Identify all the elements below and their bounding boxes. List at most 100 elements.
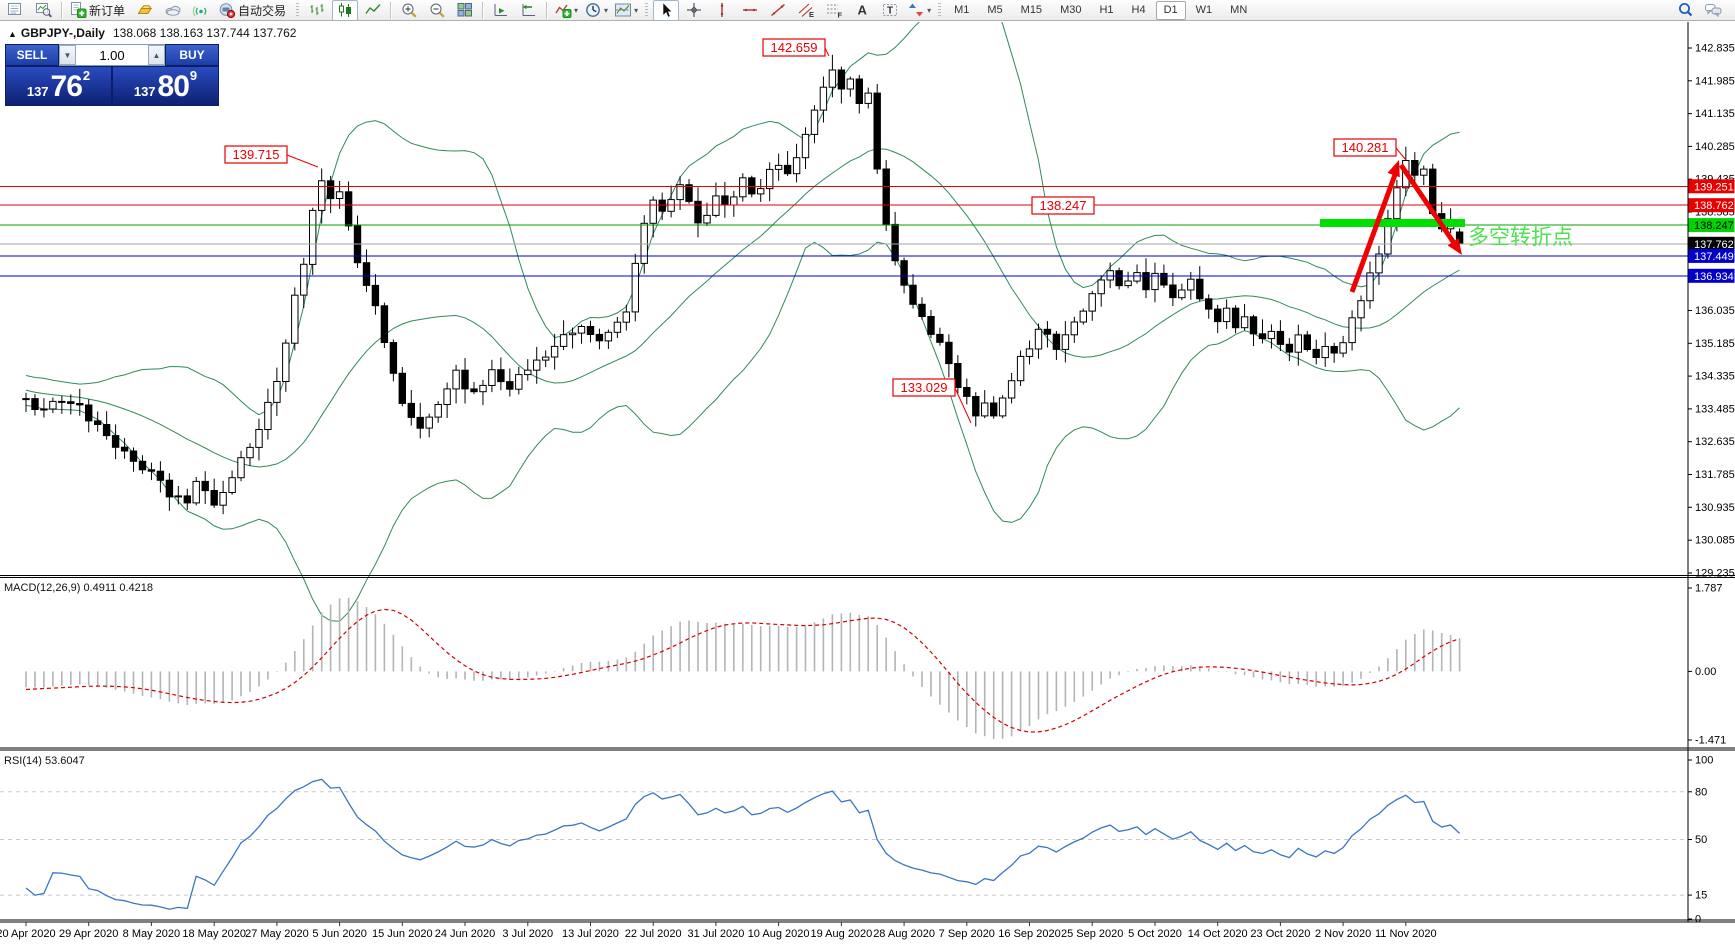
price-tick-label: 142.835 — [1695, 43, 1735, 55]
horizontal-line-button[interactable] — [737, 0, 763, 21]
date-tick-label: 10 Aug 2020 — [748, 928, 810, 940]
toolbar-right-group — [1671, 0, 1735, 21]
dropdown-caret-icon[interactable]: ▾ — [634, 5, 639, 15]
price-tick-label: 140.285 — [1695, 141, 1735, 153]
timeframe-m5-button[interactable]: M5 — [987, 4, 1003, 16]
volume-increase-button[interactable]: ▲ — [148, 45, 165, 65]
toolbar-separator — [482, 1, 485, 19]
buy-price-sup: 9 — [189, 68, 198, 83]
clock-icon — [586, 3, 600, 17]
linechart-icon — [365, 4, 381, 14]
dropdown-caret-icon[interactable]: ▾ — [604, 5, 609, 15]
date-tick-label: 28 Aug 2020 — [873, 928, 935, 940]
timeframe-m1-button[interactable]: M1 — [954, 4, 970, 16]
red-up-arrow[interactable] — [1349, 171, 1399, 293]
timeframe-h4-button[interactable]: H4 — [1131, 4, 1146, 16]
signals-button[interactable] — [188, 0, 214, 21]
volume-input[interactable]: 1.00 — [99, 47, 125, 63]
pane-frames — [0, 22, 1735, 923]
price-callout-140.281[interactable]: 140.281 — [1333, 138, 1407, 161]
price-level-tag: 137.449 — [1694, 251, 1734, 263]
zoom-out-icon — [430, 3, 445, 18]
community-button[interactable] — [160, 0, 186, 21]
tile-icon — [457, 3, 473, 17]
svg-text:142.659: 142.659 — [771, 40, 818, 55]
timeframe-d1-button[interactable]: D1 — [1155, 0, 1186, 20]
auto-trading-button[interactable]: 自动交易 — [216, 0, 291, 21]
collapse-arrow-icon[interactable]: ▲ — [8, 29, 17, 39]
signal-icon — [192, 6, 207, 17]
bollinger-middle-band[interactable] — [25, 148, 1460, 468]
price-callout-142.659[interactable]: 142.659 — [762, 38, 830, 57]
toolbar-drag-handle — [296, 2, 300, 18]
hline-icon — [743, 8, 758, 12]
cn-annotation-text[interactable]: 多空转折点 — [1468, 226, 1573, 249]
list-icon — [8, 3, 21, 15]
buy-price-display[interactable]: 137 80 9 — [112, 66, 219, 106]
vline-icon — [720, 3, 724, 17]
bollinger-lower-band[interactable] — [25, 241, 1460, 622]
new-order-button[interactable]: 新订单 — [67, 0, 130, 21]
dropdown-caret-icon[interactable]: ▾ — [927, 5, 932, 15]
zoom-out-button[interactable] — [424, 0, 450, 21]
candlestick-mode-button[interactable] — [332, 0, 359, 21]
fibonacci-retracement-button[interactable]: F — [821, 0, 847, 21]
svg-text:100: 100 — [1695, 755, 1713, 767]
svg-text:140.281: 140.281 — [1342, 140, 1389, 155]
timeframe-w1-button[interactable]: W1 — [1195, 4, 1213, 16]
price-callout-138.247[interactable]: 138.247 — [1031, 196, 1095, 215]
market-watch-button[interactable] — [3, 0, 29, 21]
candles-icon — [339, 3, 352, 17]
timeframe-mn-button[interactable]: MN — [1230, 4, 1248, 16]
chart-shift-button[interactable] — [516, 0, 542, 21]
price-callout-133.029[interactable]: 133.029 — [892, 378, 972, 424]
price-callout-139.715[interactable]: 139.715 — [224, 145, 319, 168]
chat-button[interactable] — [1700, 0, 1726, 21]
search-button[interactable] — [1672, 0, 1698, 21]
timeframe-m15-button[interactable]: M15 — [1020, 4, 1043, 16]
line-chart-mode-button[interactable] — [360, 0, 386, 21]
svg-text:80: 80 — [1695, 786, 1707, 798]
sell-button[interactable]: SELL — [5, 44, 59, 66]
green-level-bar[interactable] — [1320, 219, 1465, 227]
price-scale[interactable]: 142.835141.985141.135140.285139.435138.5… — [1688, 43, 1735, 580]
date-tick-label: 11 Nov 2020 — [1375, 928, 1437, 940]
text-button[interactable]: A — [849, 0, 875, 21]
buy-button[interactable]: BUY — [165, 44, 219, 66]
text-label-button[interactable]: T — [877, 0, 903, 21]
price-level-tag: 138.762 — [1694, 200, 1734, 212]
timeframe-m30-button[interactable]: M30 — [1060, 4, 1082, 16]
cloud-icon — [165, 5, 181, 16]
equidistant-channel-button[interactable]: E — [793, 0, 819, 21]
date-tick-label: 5 Oct 2020 — [1128, 928, 1182, 940]
vertical-line-button[interactable] — [709, 0, 735, 21]
cursor-icon — [662, 1, 673, 18]
arrow-objects-button[interactable]: ▾ — [905, 0, 933, 21]
chart-canvas[interactable]: 多空转折点 142.659 139.715 140.281 138.247 133.029… — [0, 22, 1735, 944]
date-axis[interactable]: 20 Apr 2020 29 Apr 2020 8 May 2020 18 May 2… — [0, 922, 1437, 940]
bar-chart-mode-button[interactable] — [304, 0, 330, 21]
auto-scroll-button[interactable] — [488, 0, 514, 21]
zoom-in-button[interactable] — [396, 0, 422, 21]
sell-price-display[interactable]: 137 76 2 — [5, 66, 112, 106]
trendline-button[interactable] — [765, 0, 791, 21]
indicators-button[interactable]: ▾ — [552, 0, 580, 21]
data-window-button[interactable] — [31, 0, 57, 21]
shapes-icon — [909, 3, 924, 17]
cursor-button[interactable] — [653, 0, 680, 21]
date-tick-label: 16 Sep 2020 — [998, 928, 1060, 940]
trendline-icon — [771, 3, 786, 17]
templates-button[interactable]: ▾ — [612, 0, 640, 21]
periods-button[interactable]: ▾ — [582, 0, 610, 21]
crosshair-button[interactable] — [681, 0, 707, 21]
tile-windows-button[interactable] — [452, 0, 478, 21]
autotrade-icon — [219, 3, 236, 19]
red-down-arrow[interactable] — [1398, 163, 1459, 248]
date-tick-label: 15 Jun 2020 — [372, 928, 433, 940]
volume-decrease-button[interactable]: ▼ — [59, 45, 76, 65]
dropdown-caret-icon[interactable]: ▾ — [574, 5, 579, 15]
deposit-button[interactable] — [132, 0, 158, 21]
price-tick-label: 136.035 — [1695, 305, 1735, 317]
timeframe-h1-button[interactable]: H1 — [1099, 4, 1114, 16]
